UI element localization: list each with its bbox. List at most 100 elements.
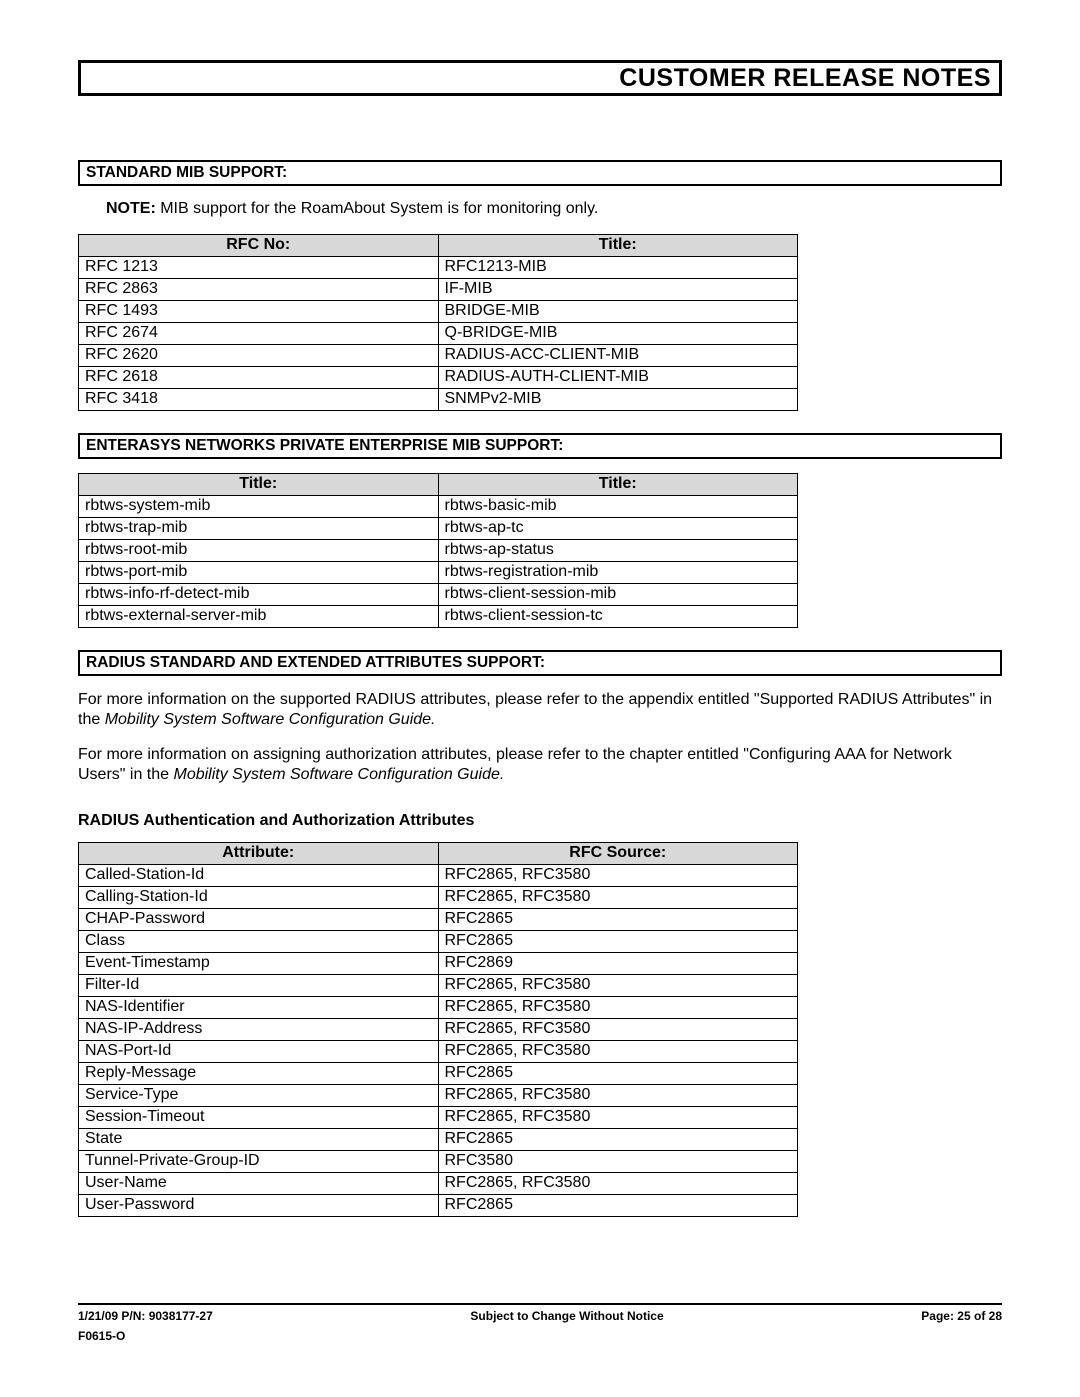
footer-left: 1/21/09 P/N: 9038177-27 xyxy=(78,1309,213,1323)
cell: RFC1213-MIB xyxy=(438,257,798,279)
table-row: Event-TimestampRFC2869 xyxy=(79,952,798,974)
table-row: RFC 2620RADIUS-ACC-CLIENT-MIB xyxy=(79,345,798,367)
cell: RFC2865 xyxy=(438,1194,798,1216)
cell: RFC2865, RFC3580 xyxy=(438,886,798,908)
cell: Reply-Message xyxy=(79,1062,439,1084)
para-italic: Mobility System Software Configuration G… xyxy=(174,766,505,783)
table-row: rbtws-info-rf-detect-mibrbtws-client-ses… xyxy=(79,584,798,606)
cell: RFC2865, RFC3580 xyxy=(438,1106,798,1128)
radius-tbody: Called-Station-IdRFC2865, RFC3580Calling… xyxy=(79,864,798,1216)
footer-right: Page: 25 of 28 xyxy=(921,1309,1002,1323)
cell: rbtws-registration-mib xyxy=(438,562,798,584)
cell: RFC2865, RFC3580 xyxy=(438,974,798,996)
table-row: Filter-IdRFC2865, RFC3580 xyxy=(79,974,798,996)
col-header: Title: xyxy=(79,474,439,496)
cell: Tunnel-Private-Group-ID xyxy=(79,1150,439,1172)
table-row: rbtws-system-mibrbtws-basic-mib xyxy=(79,496,798,518)
col-header: Title: xyxy=(438,474,798,496)
cell: RFC2865, RFC3580 xyxy=(438,996,798,1018)
col-header: Attribute: xyxy=(79,842,439,864)
table-row: ClassRFC2865 xyxy=(79,930,798,952)
std-mib-table: RFC No: Title: RFC 1213RFC1213-MIBRFC 28… xyxy=(78,234,798,411)
table-row: rbtws-trap-mibrbtws-ap-tc xyxy=(79,518,798,540)
cell: rbtws-ap-tc xyxy=(438,518,798,540)
cell: rbtws-external-server-mib xyxy=(79,606,439,628)
table-row: RFC 1493BRIDGE-MIB xyxy=(79,301,798,323)
table-row: Calling-Station-IdRFC2865, RFC3580 xyxy=(79,886,798,908)
note-text: MIB support for the RoamAbout System is … xyxy=(156,200,599,217)
cell: IF-MIB xyxy=(438,279,798,301)
cell: Calling-Station-Id xyxy=(79,886,439,908)
table-row: Reply-MessageRFC2865 xyxy=(79,1062,798,1084)
cell: RADIUS-ACC-CLIENT-MIB xyxy=(438,345,798,367)
col-header: RFC Source: xyxy=(438,842,798,864)
note-line: NOTE: MIB support for the RoamAbout Syst… xyxy=(106,200,1002,218)
cell: RFC2865 xyxy=(438,908,798,930)
table-row: rbtws-root-mibrbtws-ap-status xyxy=(79,540,798,562)
cell: rbtws-ap-status xyxy=(438,540,798,562)
col-header: Title: xyxy=(438,235,798,257)
table-row: User-NameRFC2865, RFC3580 xyxy=(79,1172,798,1194)
ent-mib-table: Title: Title: rbtws-system-mibrbtws-basi… xyxy=(78,473,798,628)
table-row: NAS-Port-IdRFC2865, RFC3580 xyxy=(79,1040,798,1062)
cell: Class xyxy=(79,930,439,952)
cell: RFC3580 xyxy=(438,1150,798,1172)
table-row: RFC 2863IF-MIB xyxy=(79,279,798,301)
table-row: RFC 1213RFC1213-MIB xyxy=(79,257,798,279)
col-header: RFC No: xyxy=(79,235,439,257)
radius-para-2: For more information on assigning author… xyxy=(78,745,1002,786)
cell: rbtws-system-mib xyxy=(79,496,439,518)
footer-sub: F0615-O xyxy=(78,1329,1002,1343)
header-bar: CUSTOMER RELEASE NOTES xyxy=(78,60,1002,96)
cell: RFC 2620 xyxy=(79,345,439,367)
table-row: Session-TimeoutRFC2865, RFC3580 xyxy=(79,1106,798,1128)
footer-line: 1/21/09 P/N: 9038177-27 Subject to Chang… xyxy=(78,1303,1002,1323)
table-row: CHAP-PasswordRFC2865 xyxy=(79,908,798,930)
cell: rbtws-root-mib xyxy=(79,540,439,562)
cell: RFC 1493 xyxy=(79,301,439,323)
cell: RFC2865, RFC3580 xyxy=(438,1172,798,1194)
cell: RFC2865 xyxy=(438,1062,798,1084)
cell: Filter-Id xyxy=(79,974,439,996)
std-mib-tbody: RFC 1213RFC1213-MIBRFC 2863IF-MIBRFC 149… xyxy=(79,257,798,411)
table-row: RFC 3418SNMPv2-MIB xyxy=(79,389,798,411)
cell: rbtws-trap-mib xyxy=(79,518,439,540)
footer-center: Subject to Change Without Notice xyxy=(470,1309,663,1323)
table-row: NAS-IP-AddressRFC2865, RFC3580 xyxy=(79,1018,798,1040)
cell: RFC 2674 xyxy=(79,323,439,345)
cell: rbtws-client-session-mib xyxy=(438,584,798,606)
cell: NAS-Port-Id xyxy=(79,1040,439,1062)
cell: Event-Timestamp xyxy=(79,952,439,974)
table-row: rbtws-port-mibrbtws-registration-mib xyxy=(79,562,798,584)
radius-para-1: For more information on the supported RA… xyxy=(78,690,1002,731)
cell: Q-BRIDGE-MIB xyxy=(438,323,798,345)
section-heading-radius: RADIUS STANDARD AND EXTENDED ATTRIBUTES … xyxy=(78,650,1002,676)
section-heading-std-mib: STANDARD MIB SUPPORT: xyxy=(78,160,1002,186)
cell: Session-Timeout xyxy=(79,1106,439,1128)
table-row: RFC 2618RADIUS-AUTH-CLIENT-MIB xyxy=(79,367,798,389)
table-row: User-PasswordRFC2865 xyxy=(79,1194,798,1216)
cell: rbtws-client-session-tc xyxy=(438,606,798,628)
cell: RFC2865, RFC3580 xyxy=(438,1040,798,1062)
ent-mib-tbody: rbtws-system-mibrbtws-basic-mibrbtws-tra… xyxy=(79,496,798,628)
cell: NAS-Identifier xyxy=(79,996,439,1018)
cell: rbtws-info-rf-detect-mib xyxy=(79,584,439,606)
table-row: Service-TypeRFC2865, RFC3580 xyxy=(79,1084,798,1106)
cell: SNMPv2-MIB xyxy=(438,389,798,411)
cell: RFC 2863 xyxy=(79,279,439,301)
cell: RFC2869 xyxy=(438,952,798,974)
table-row: Tunnel-Private-Group-IDRFC3580 xyxy=(79,1150,798,1172)
cell: RFC2865, RFC3580 xyxy=(438,1084,798,1106)
section-heading-ent-mib: ENTERASYS NETWORKS PRIVATE ENTERPRISE MI… xyxy=(78,433,1002,459)
cell: Called-Station-Id xyxy=(79,864,439,886)
cell: RADIUS-AUTH-CLIENT-MIB xyxy=(438,367,798,389)
table-row: StateRFC2865 xyxy=(79,1128,798,1150)
cell: State xyxy=(79,1128,439,1150)
cell: RFC 3418 xyxy=(79,389,439,411)
cell: RFC2865, RFC3580 xyxy=(438,864,798,886)
radius-table: Attribute: RFC Source: Called-Station-Id… xyxy=(78,842,798,1217)
cell: RFC2865, RFC3580 xyxy=(438,1018,798,1040)
cell: RFC2865 xyxy=(438,1128,798,1150)
cell: rbtws-basic-mib xyxy=(438,496,798,518)
cell: NAS-IP-Address xyxy=(79,1018,439,1040)
